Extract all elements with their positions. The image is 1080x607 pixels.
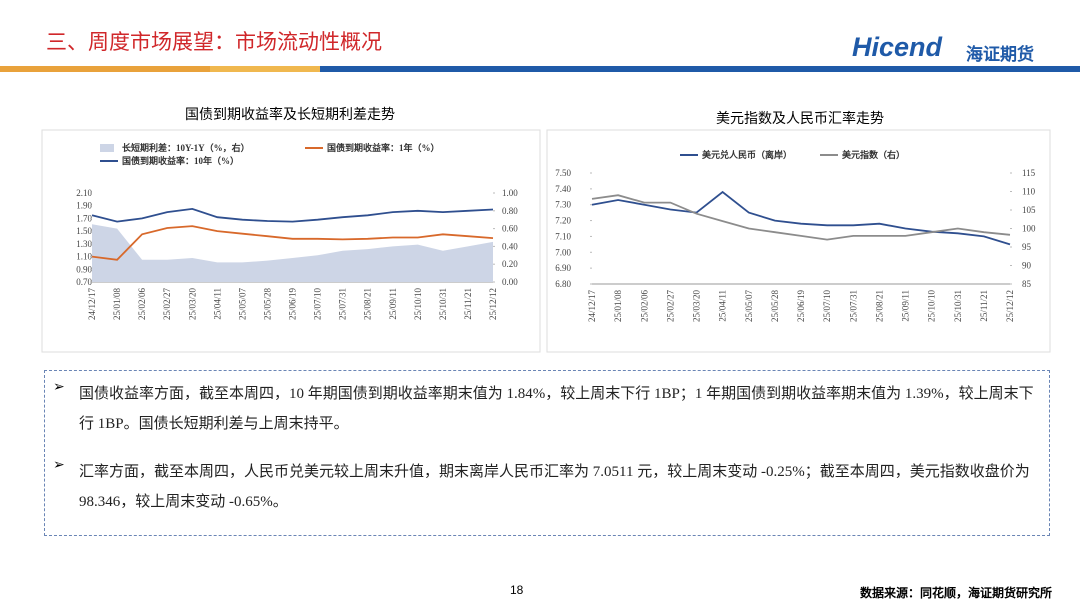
x-tick-label: 25/06/19 [288, 288, 298, 321]
area [92, 224, 493, 282]
x-tick-label: 25/04/11 [718, 290, 728, 322]
y-tick-label: 1.70 [76, 213, 92, 223]
y2-tick-label: 1.00 [502, 188, 518, 198]
line [591, 190, 1011, 246]
y2-tick-label: 115 [1022, 168, 1036, 178]
x-tick-label: 25/03/20 [187, 288, 197, 321]
y2-tick-label: 95 [1022, 242, 1032, 252]
x-tick-label: 25/05/28 [262, 288, 272, 321]
logo: Hicend [852, 32, 943, 62]
line [91, 225, 494, 261]
line [91, 207, 494, 223]
bullet: 汇率方面，截至本周四，人民币兑美元较上周末升值，期末离岸人民币汇率为 7.051… [79, 464, 1030, 510]
line [591, 194, 1011, 241]
x-tick-label: 25/10/31 [438, 288, 448, 320]
x-tick-label: 25/09/11 [901, 290, 911, 322]
legend-label: 国债到期收益率：10年（%） [122, 155, 239, 166]
y2-tick-label: 0.60 [502, 224, 518, 234]
y-tick-label: 7.00 [555, 247, 571, 257]
y2-tick-label: 85 [1022, 279, 1032, 289]
x-tick-label: 25/05/07 [744, 290, 754, 323]
x-tick-label: 25/07/10 [313, 288, 323, 321]
x-tick-label: 25/08/21 [363, 288, 373, 320]
x-tick-label: 25/02/06 [137, 288, 147, 321]
x-tick-label: 25/01/08 [613, 290, 623, 323]
bullet-marker: ➢ [53, 380, 65, 395]
x-tick-label: 25/05/07 [237, 288, 247, 321]
x-tick-label: 25/10/31 [953, 290, 963, 322]
y2-tick-label: 105 [1022, 205, 1036, 215]
x-tick-label: 24/12/17 [87, 288, 97, 321]
y-tick-label: 7.40 [555, 184, 571, 194]
y-tick-label: 1.10 [76, 252, 92, 262]
chart-title: 国债到期收益率及长短期利差走势 [185, 106, 395, 123]
header-stripe [0, 66, 210, 72]
panel [546, 129, 1051, 353]
y-tick-label: 0.70 [76, 277, 92, 287]
legend-label: 美元指数（右） [842, 149, 905, 160]
y-tick-label: 6.80 [555, 279, 571, 289]
x-tick-label: 25/03/20 [692, 290, 702, 323]
legend-label: 美元兑人民币（离岸） [702, 149, 792, 160]
y-tick-label: 7.20 [555, 216, 571, 226]
y-tick-label: 1.90 [76, 201, 92, 211]
x-tick-label: 25/02/27 [162, 288, 172, 321]
x-tick-label: 25/07/31 [338, 288, 348, 320]
source: 数据来源：同花顺，海证期货研究所 [859, 586, 1052, 600]
x-tick-label: 25/05/28 [770, 290, 780, 323]
bullet: 国债收益率方面，截至本周四，10 年期国债到期收益率期末值为 1.84%，较上周… [79, 386, 1034, 432]
x-tick-label: 24/12/17 [587, 290, 597, 323]
y-tick-label: 1.30 [76, 239, 92, 249]
page-number: 18 [510, 583, 524, 597]
y-tick-label: 7.30 [555, 200, 571, 210]
y2-tick-label: 0.40 [502, 241, 518, 251]
x-tick-label: 25/07/31 [848, 290, 858, 322]
x-tick-label: 25/10/10 [413, 288, 423, 321]
y-tick-label: 6.90 [555, 263, 571, 273]
x-tick-label: 25/02/06 [639, 290, 649, 323]
y-tick-label: 2.10 [76, 188, 92, 198]
x-tick-label: 25/11/21 [979, 290, 989, 322]
y2-tick-label: 100 [1022, 224, 1036, 234]
slide-title: 三、周度市场展望：市场流动性概况 [46, 30, 382, 54]
y2-tick-label: 0.00 [502, 277, 518, 287]
x-tick-label: 25/10/10 [927, 290, 937, 323]
header-stripe [210, 66, 320, 72]
x-tick-label: 25/01/08 [112, 288, 122, 321]
y2-tick-label: 0.80 [502, 206, 518, 216]
legend-label: 长短期利差：10Y-1Y（%，右） [122, 142, 250, 153]
x-tick-label: 25/08/21 [874, 290, 884, 322]
logo-cn: 海证期货 [966, 45, 1034, 65]
y-tick-label: 1.50 [76, 226, 92, 236]
y2-tick-label: 110 [1022, 187, 1036, 197]
x-tick-label: 25/12/12 [488, 288, 498, 320]
y-tick-label: 7.50 [555, 168, 571, 178]
header-stripe [320, 66, 1080, 72]
x-tick-label: 25/12/12 [1005, 290, 1015, 322]
x-tick-label: 25/11/21 [463, 288, 473, 320]
x-tick-label: 25/02/27 [665, 290, 675, 323]
text-box: ➢ 国债收益率方面，截至本周四，10 年期国债到期收益率期末值为 1.84%，较… [44, 370, 1050, 536]
x-tick-label: 25/04/11 [212, 288, 222, 320]
chart-title: 美元指数及人民币汇率走势 [716, 110, 884, 127]
x-tick-label: 25/07/10 [822, 290, 832, 323]
panel [41, 129, 541, 353]
legend-swatch [100, 144, 114, 152]
legend-label: 国债到期收益率：1年（%） [327, 142, 440, 153]
bullet-marker: ➢ [53, 458, 65, 473]
y2-tick-label: 0.20 [502, 259, 518, 269]
x-tick-label: 25/09/11 [388, 288, 398, 320]
y2-tick-label: 90 [1022, 261, 1032, 271]
x-tick-label: 25/06/19 [796, 290, 806, 323]
y-tick-label: 0.90 [76, 264, 92, 274]
y-tick-label: 7.10 [555, 231, 571, 241]
